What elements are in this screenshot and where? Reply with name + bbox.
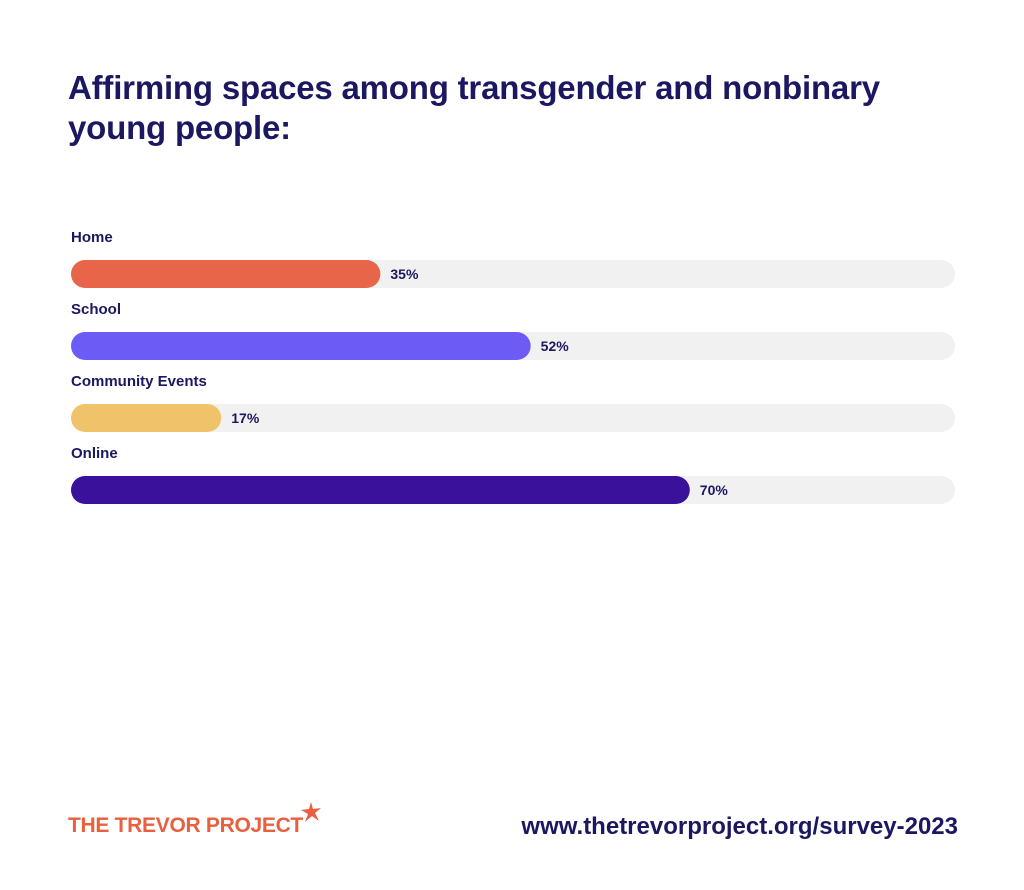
- category-label: Home: [71, 229, 113, 246]
- bar: [71, 260, 381, 288]
- bar-track: [71, 404, 955, 432]
- bar: [71, 332, 531, 360]
- star-icon: [300, 802, 321, 822]
- bar: [71, 476, 690, 504]
- value-label: 70%: [700, 482, 729, 498]
- category-label: Community Events: [71, 373, 207, 390]
- trevor-project-logo: THE TREVOR PROJECT: [68, 800, 323, 850]
- bar: [71, 404, 222, 432]
- category-label: Online: [71, 445, 118, 462]
- value-label: 35%: [390, 266, 419, 282]
- survey-url: www.thetrevorproject.org/survey-2023: [521, 813, 958, 840]
- value-label: 17%: [231, 410, 260, 426]
- chart-title: Affirming spaces among transgender and n…: [68, 69, 880, 146]
- category-label: School: [71, 301, 121, 318]
- bar-chart: Home 35% School 52% Community Events 17% Onlin…: [71, 229, 955, 504]
- value-label: 52%: [541, 338, 570, 354]
- logo-text: THE TREVOR PROJECT: [68, 814, 303, 837]
